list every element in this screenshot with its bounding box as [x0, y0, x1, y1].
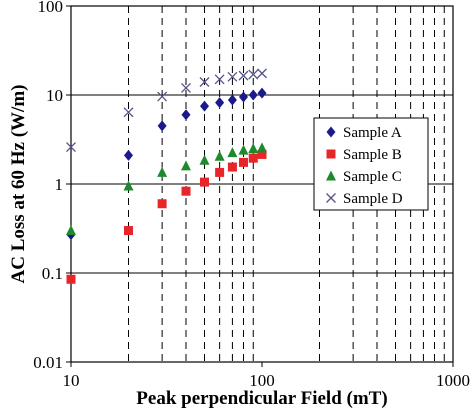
- sample-c-point: [180, 160, 191, 171]
- sample-b-point: [248, 153, 258, 163]
- legend-label-sample-a: Sample A: [343, 125, 402, 141]
- legend-marker-sample-a: [326, 126, 336, 138]
- sample-b-point: [181, 186, 191, 196]
- sample-a-point: [123, 149, 133, 161]
- sample-a-point: [227, 94, 237, 106]
- sample-a-point: [215, 97, 225, 109]
- x-tick-label: 1000: [436, 371, 470, 390]
- sample-d-point-stroke: [227, 71, 238, 82]
- sample-d-point-stroke: [123, 107, 134, 118]
- sample-d-point-stroke: [238, 70, 249, 81]
- sample-c-point: [227, 147, 238, 158]
- sample-a-point: [248, 89, 258, 101]
- sample-d-point: [66, 142, 76, 153]
- sample-d-point: [248, 69, 259, 80]
- sample-d-point: [257, 68, 267, 79]
- x-tick-label: 100: [249, 371, 275, 390]
- sample-c-point: [238, 144, 249, 155]
- sample-a-point: [257, 87, 267, 99]
- legend-label-sample-c: Sample C: [343, 169, 402, 185]
- legend-label-sample-b: Sample B: [343, 147, 402, 163]
- sample-c-point: [66, 225, 76, 236]
- x-axis-label: Peak perpendicular Field (mT): [136, 388, 387, 409]
- sample-d-point: [181, 82, 191, 93]
- sample-b-point: [157, 199, 167, 209]
- sample-d-point-stroke: [66, 142, 76, 153]
- sample-d-point: [238, 70, 249, 81]
- sample-b-point: [215, 167, 225, 177]
- sample-b-point: [123, 226, 133, 236]
- sample-a-point: [238, 91, 248, 103]
- sample-d-point: [227, 71, 238, 82]
- legend-marker-sample-b: [326, 149, 336, 159]
- sample-d-point: [123, 107, 134, 118]
- legend-label-sample-d: Sample D: [343, 191, 403, 207]
- sample-d-point: [214, 74, 225, 85]
- sample-d-point: [157, 91, 168, 102]
- sample-c-point: [199, 154, 210, 165]
- sample-d-point-stroke: [248, 69, 259, 80]
- sample-d-point-stroke: [199, 77, 210, 87]
- sample-b-point: [238, 157, 248, 167]
- sample-c-point: [214, 150, 225, 161]
- axis-ticks: 0.01 0.1 1 10 100 10 100 1000: [33, 0, 470, 390]
- sample-b-point: [227, 162, 237, 172]
- sample-d-point-stroke: [157, 91, 168, 102]
- sample-d-point: [199, 77, 210, 87]
- sample-a-point: [200, 100, 210, 112]
- data-marks: [66, 68, 267, 284]
- y-tick-label: 10: [46, 86, 63, 105]
- sample-b-point: [200, 177, 210, 187]
- legend: Sample A Sample B Sample C Sample D: [313, 117, 429, 211]
- x-tick-label: 10: [63, 371, 80, 390]
- legend-marker-sample-d: [326, 193, 336, 203]
- legend-marker-sample-d-stroke: [326, 193, 336, 203]
- sample-c-point: [157, 166, 168, 177]
- sample-a-point: [157, 120, 167, 132]
- sample-b-point: [66, 274, 76, 284]
- y-tick-label: 0.1: [42, 264, 63, 283]
- sample-d-point-stroke: [214, 74, 225, 85]
- y-axis-label: AC Loss at 60 Hz (W/m): [8, 85, 29, 284]
- sample-b-point: [257, 149, 267, 159]
- sample-c-point: [248, 143, 259, 154]
- sample-d-point-stroke: [181, 82, 191, 93]
- sample-c-point: [123, 180, 134, 191]
- y-tick-label: 100: [38, 0, 64, 16]
- sample-d-point-stroke: [257, 68, 267, 79]
- sample-c-point: [257, 142, 267, 153]
- sample-a-point: [181, 109, 191, 121]
- y-tick-label: 1: [55, 175, 64, 194]
- y-tick-label: 0.01: [33, 353, 63, 372]
- legend-marker-sample-c: [326, 170, 336, 181]
